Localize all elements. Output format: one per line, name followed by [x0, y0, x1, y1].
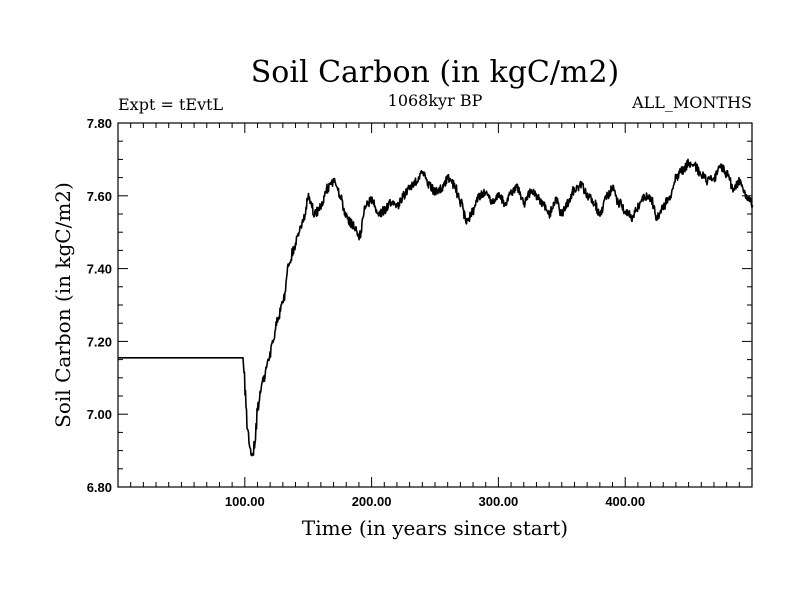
period-label: 1068kyr BP [388, 91, 483, 110]
y-tick-label: 7.60 [87, 189, 112, 204]
chart-title: Soil Carbon (in kgC/m2) [251, 55, 619, 90]
axis-ticks: 100.00 200.00 300.00 400.00 6.80 7.00 7.20 7.40… [87, 116, 752, 509]
y-tick-label: 7.20 [87, 334, 112, 349]
series-line-soil-carbon [118, 158, 754, 457]
x-axis-label: Time (in years since start) [302, 516, 568, 540]
x-tick-label: 200.00 [352, 494, 392, 509]
y-tick-label: 7.40 [87, 262, 112, 277]
x-tick-label: 300.00 [479, 494, 519, 509]
x-tick-label: 400.00 [605, 494, 645, 509]
y-tick-label: 7.00 [87, 407, 112, 422]
y-axis-label: Soil Carbon (in kgC/m2) [51, 182, 75, 428]
y-tick-label: 7.80 [87, 116, 112, 131]
months-label: ALL_MONTHS [631, 93, 752, 112]
y-tick-label: 6.80 [87, 480, 112, 495]
experiment-label: Expt = tEvtL [118, 95, 224, 114]
plot-series [118, 158, 754, 457]
x-tick-label: 100.00 [225, 494, 265, 509]
plot-frame [117, 122, 753, 488]
